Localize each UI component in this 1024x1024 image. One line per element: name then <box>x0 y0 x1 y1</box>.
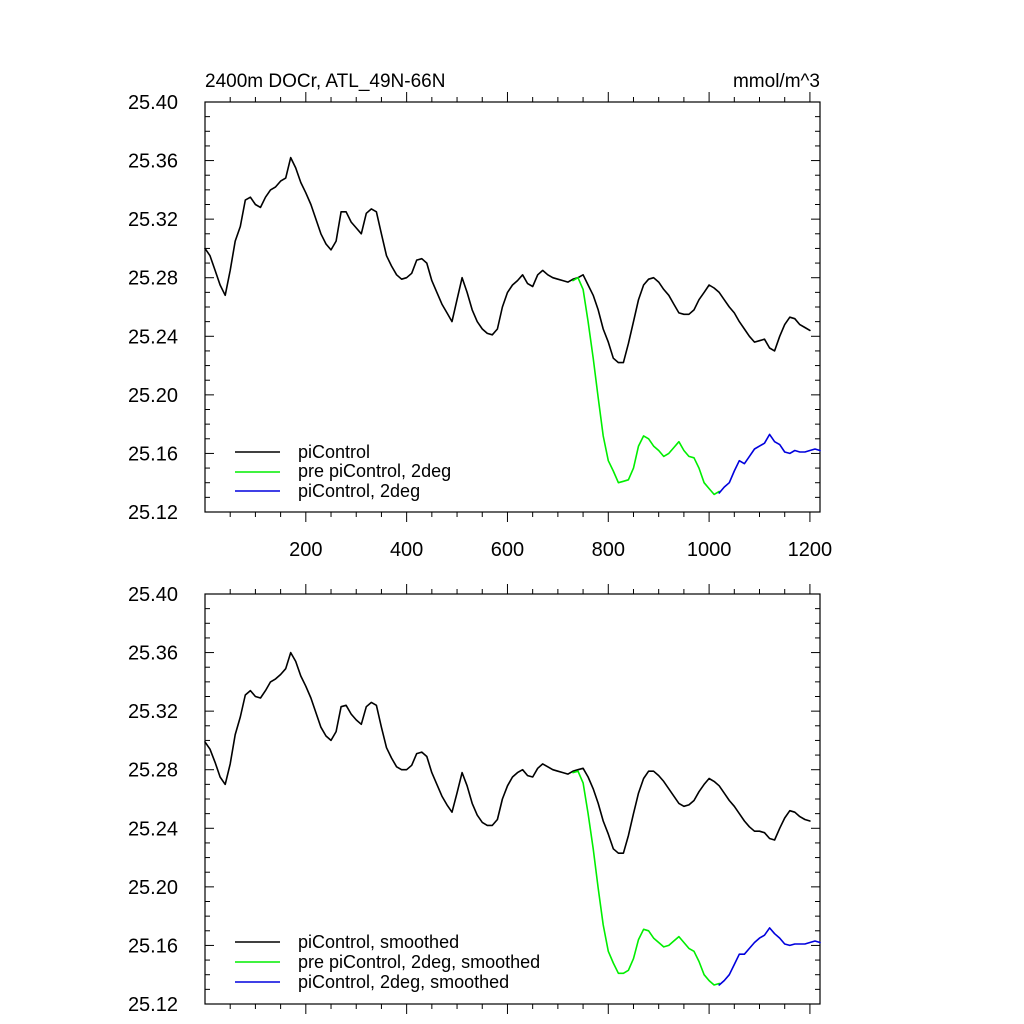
series-line-picontrol-smoothed <box>204 651 811 855</box>
y-tick-label: 25.36 <box>128 151 178 173</box>
y-tick-label: 25.40 <box>128 92 178 114</box>
bottom-y-tick-labels: 25.12 25.16 25.20 25.24 25.28 25.32 25.3… <box>128 584 178 1016</box>
legend-label: pre piControl, 2deg <box>298 461 451 481</box>
x-tick-label: 1200 <box>788 539 833 561</box>
series-line-picontrol-2deg <box>718 433 821 494</box>
y-tick-label: 25.32 <box>128 209 178 231</box>
x-tick-label: 600 <box>491 539 524 561</box>
y-tick-label: 25.16 <box>128 935 178 957</box>
y-tick-label: 25.16 <box>128 443 178 465</box>
series-line-picontrol-2deg-smoothed <box>718 927 821 986</box>
x-tick-label: 800 <box>592 539 625 561</box>
y-tick-label: 25.12 <box>128 502 178 524</box>
bottom-series <box>204 651 821 986</box>
y-tick-label: 25.20 <box>128 877 178 899</box>
y-tick-label: 25.20 <box>128 385 178 407</box>
top-legend: piControl pre piControl, 2deg piControl,… <box>235 442 451 501</box>
top-title: 2400m DOCr, ATL_49N-66N <box>205 71 445 92</box>
y-tick-label: 25.32 <box>128 701 178 723</box>
top-panel: 2400m DOCr, ATL_49N-66N mmol/m^3 25.12 2… <box>128 71 832 561</box>
legend-label: piControl, 2deg <box>298 481 420 501</box>
series-line-pre-picontrol-2deg <box>572 276 721 496</box>
series-line-pre-picontrol-2deg-smoothed <box>572 770 721 986</box>
y-tick-label: 25.24 <box>128 818 178 840</box>
y-tick-label: 25.28 <box>128 760 178 782</box>
bottom-panel: 25.12 25.16 25.20 25.24 25.28 25.32 25.3… <box>128 584 821 1016</box>
y-tick-label: 25.40 <box>128 584 178 606</box>
series-line-picontrol <box>204 156 811 364</box>
bottom-ticks <box>205 584 820 1014</box>
top-ticks <box>205 92 820 522</box>
legend-label: piControl <box>298 442 370 462</box>
x-tick-label: 1000 <box>687 539 732 561</box>
legend-label: pre piControl, 2deg, smoothed <box>298 952 540 972</box>
y-tick-label: 25.28 <box>128 268 178 290</box>
x-tick-label: 200 <box>289 539 322 561</box>
legend-label: piControl, 2deg, smoothed <box>298 972 509 992</box>
top-x-tick-labels: 200 400 600 800 1000 1200 <box>289 539 832 561</box>
y-tick-label: 25.24 <box>128 326 178 348</box>
y-tick-label: 25.12 <box>128 994 178 1016</box>
top-units: mmol/m^3 <box>733 71 820 92</box>
y-tick-label: 25.36 <box>128 643 178 665</box>
bottom-legend: piControl, smoothed pre piControl, 2deg,… <box>235 932 540 992</box>
legend-label: piControl, smoothed <box>298 932 459 952</box>
top-series <box>204 156 821 496</box>
top-y-tick-labels: 25.12 25.16 25.20 25.24 25.28 25.32 25.3… <box>128 92 178 524</box>
x-tick-label: 400 <box>390 539 423 561</box>
